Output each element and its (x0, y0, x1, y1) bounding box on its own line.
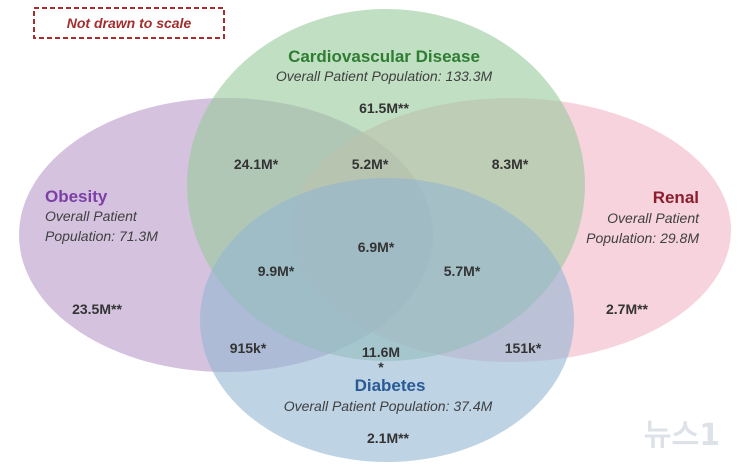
region-obesity-diabetes: 915k* (230, 340, 267, 356)
region-cv-obesity: 24.1M* (234, 156, 279, 172)
region-cv-renal-diabetes: 5.7M* (444, 263, 481, 279)
obesity-subtitle-line2: Population: 71.3M (45, 228, 158, 244)
region-cv-obesity-diabetes: 9.9M* (258, 263, 295, 279)
region-cv-renal-top: 5.2M* (352, 156, 389, 172)
region-cv-only: 61.5M** (359, 100, 409, 116)
region-obesity-only: 23.5M** (72, 301, 122, 317)
region-cv-renal-right: 8.3M* (492, 156, 529, 172)
region-cv-diabetes-star: * (378, 359, 384, 375)
news1-watermark-logo: 뉴스1 (644, 418, 720, 453)
obesity-subtitle-line1: Overall Patient (45, 208, 138, 224)
region-all-four: 6.9M* (358, 239, 395, 255)
region-cv-diabetes: 11.6M (362, 344, 400, 360)
renal-title: Renal (653, 188, 699, 207)
diabetes-ellipse (200, 178, 574, 462)
diabetes-subtitle: Overall Patient Population: 37.4M (284, 398, 493, 414)
note-box (33, 7, 225, 39)
diabetes-title: Diabetes (355, 376, 426, 395)
not-to-scale-note: Not drawn to scale (33, 7, 225, 39)
region-renal-diabetes: 151k* (505, 340, 542, 356)
obesity-title: Obesity (45, 187, 108, 206)
cardiovascular-subtitle: Overall Patient Population: 133.3M (276, 68, 493, 84)
renal-subtitle-line2: Population: 29.8M (586, 230, 699, 246)
region-renal-only: 2.7M** (606, 301, 649, 317)
region-diabetes-only: 2.1M** (367, 430, 410, 446)
note-text: Not drawn to scale (67, 15, 192, 31)
renal-subtitle-line1: Overall Patient (607, 210, 700, 226)
cardiovascular-title: Cardiovascular Disease (288, 47, 480, 66)
